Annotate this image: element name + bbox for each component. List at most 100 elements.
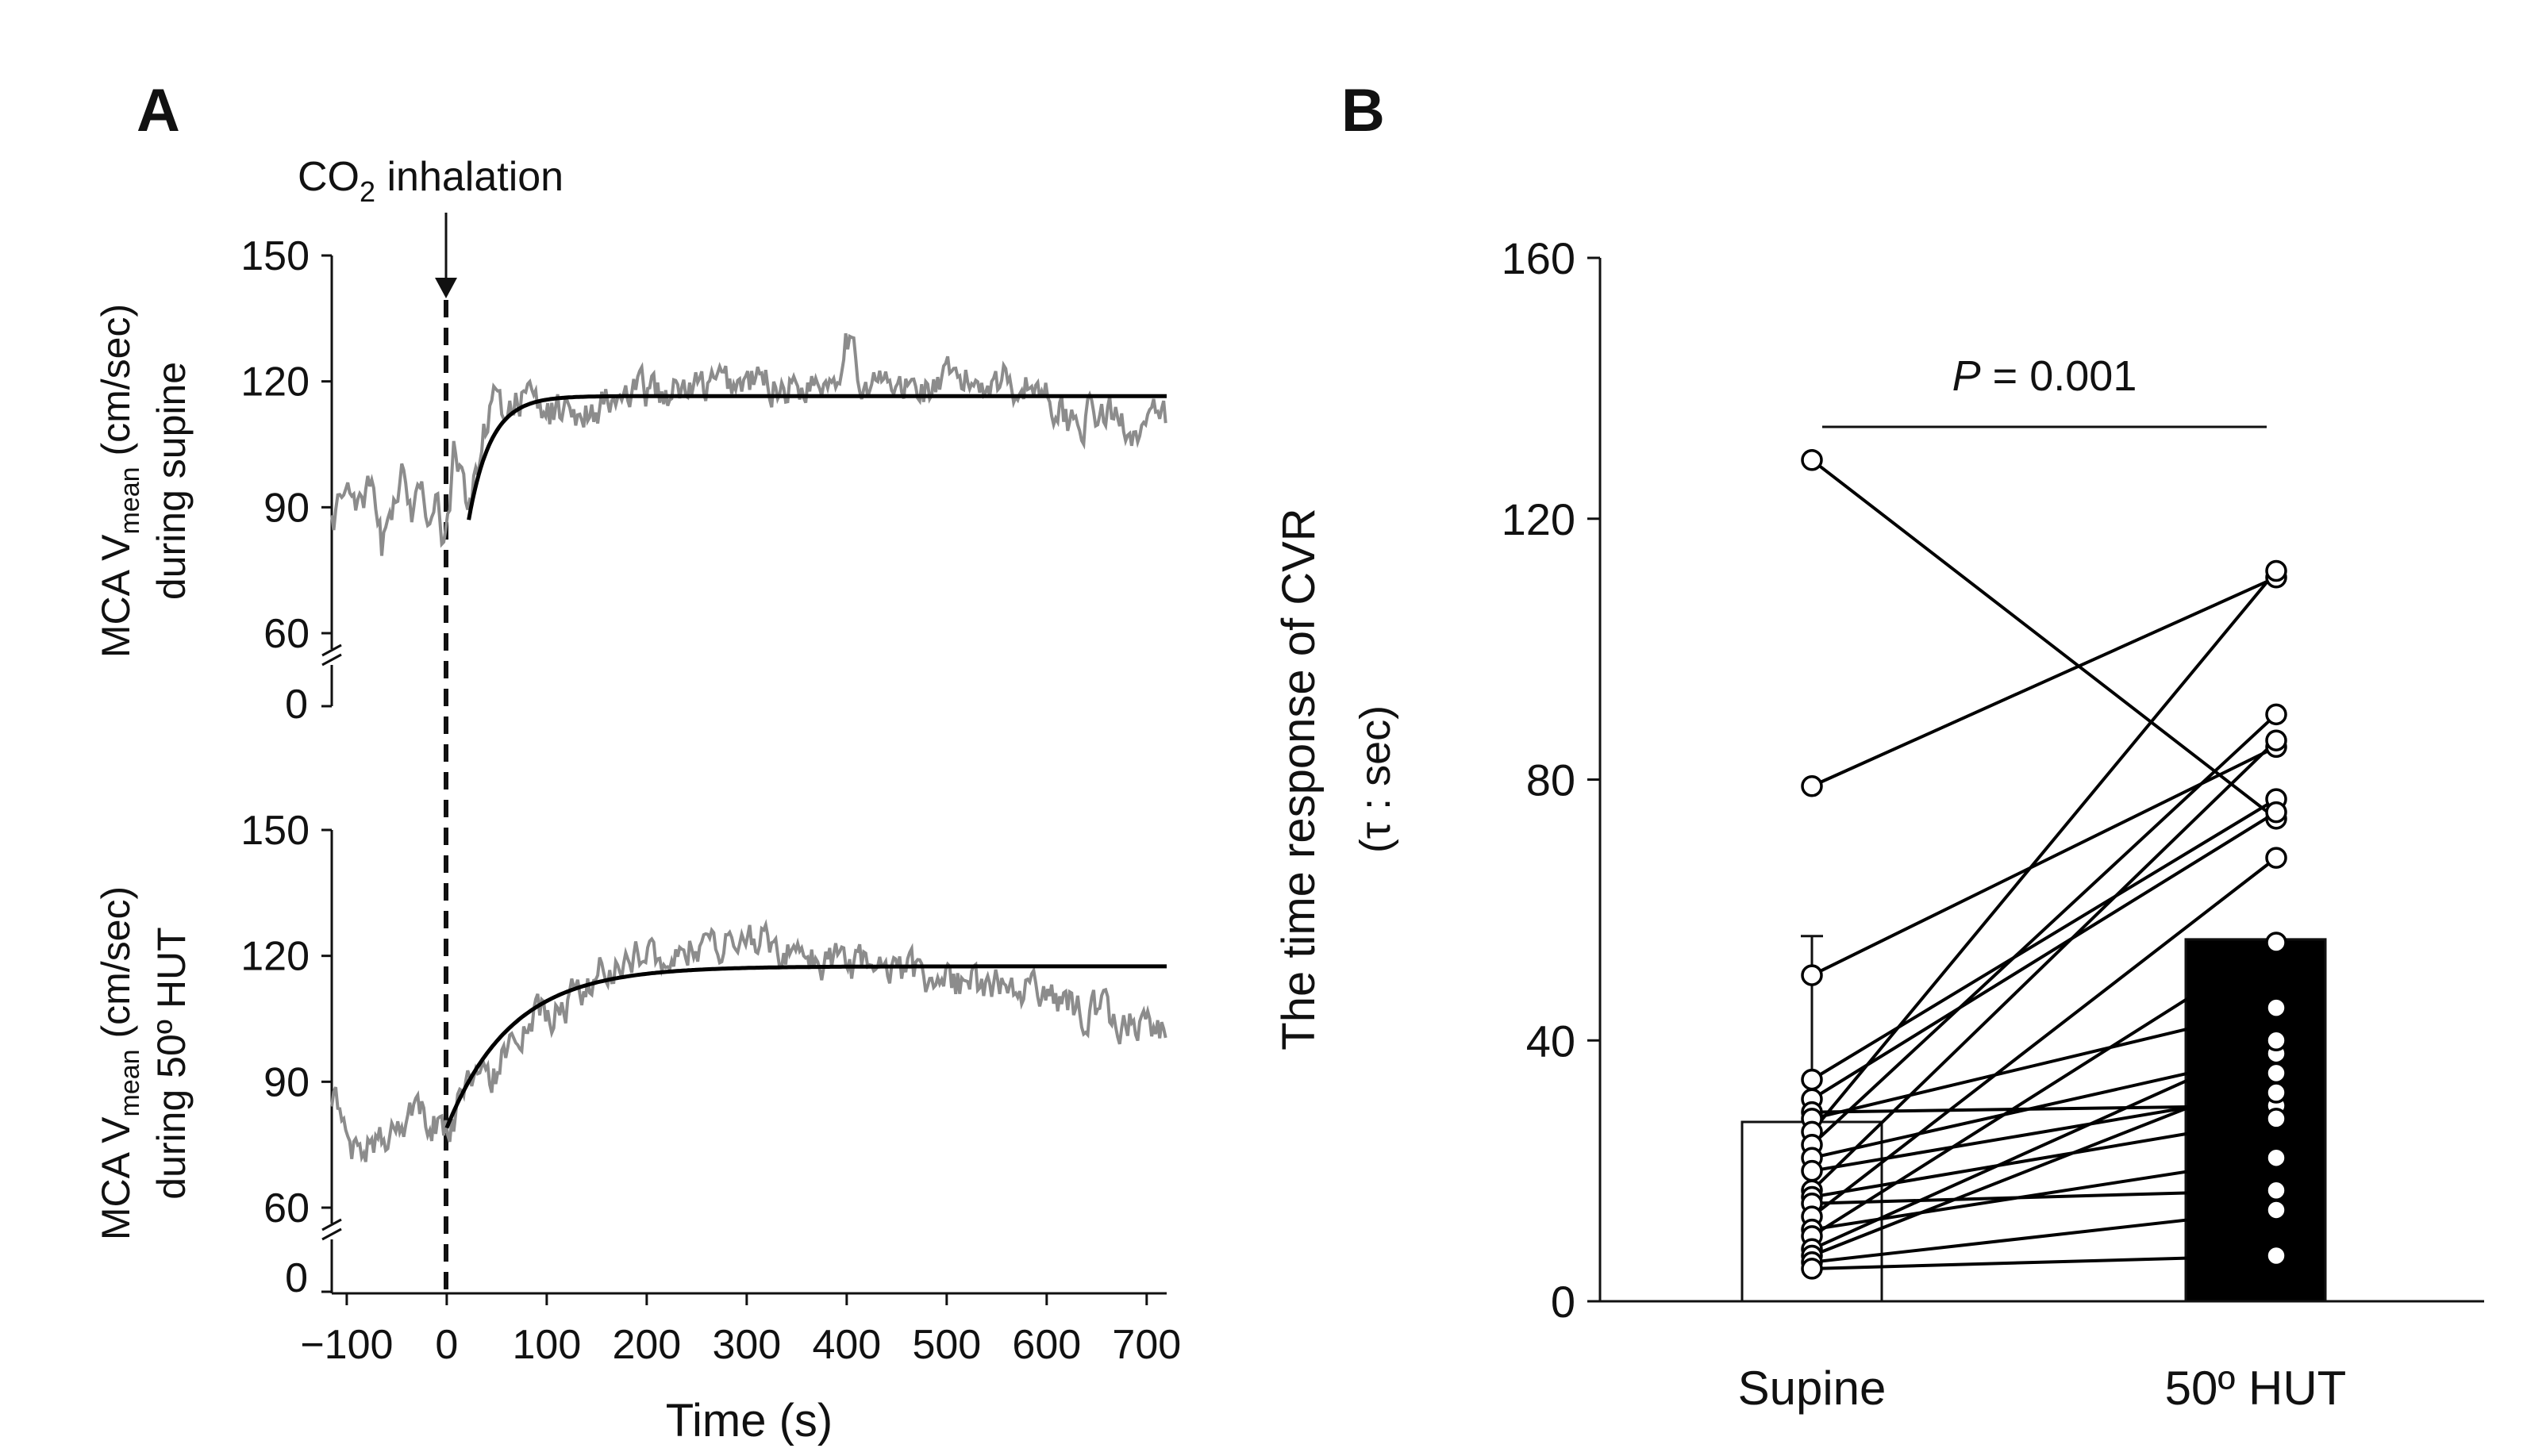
paired-line bbox=[1811, 1039, 2277, 1251]
supine-y-break-label: 0 bbox=[285, 682, 308, 728]
hut-point bbox=[2265, 932, 2287, 954]
hut-point bbox=[2265, 997, 2287, 1019]
x-tick-label: 400 bbox=[812, 1322, 881, 1368]
supine-ylabel-line2: during supine bbox=[149, 362, 194, 600]
supine-raw-trace bbox=[330, 332, 1167, 556]
paired-line bbox=[1810, 713, 2278, 1147]
x-tick-label: 100 bbox=[512, 1322, 581, 1368]
panel-b-paired-lines bbox=[1810, 459, 2278, 1270]
tilt-axis-break bbox=[321, 1218, 342, 1241]
hut-point bbox=[2265, 703, 2287, 726]
hut-point bbox=[2265, 847, 2287, 869]
significance-value: = 0.001 bbox=[1981, 352, 2137, 400]
subplot-tilt: 60 90 120 150 0 MCA Vmean (cm/sec) during 5… bbox=[94, 808, 1167, 1301]
co2-annotation: CO2 inhalation bbox=[298, 154, 563, 208]
panel-a-label: A bbox=[137, 77, 180, 144]
paired-line bbox=[1810, 459, 2278, 820]
supine-point bbox=[1801, 449, 1823, 471]
y-tick-label: 80 bbox=[1526, 755, 1575, 805]
hut-point bbox=[2265, 1179, 2287, 1202]
tilt-y-ticks: 60 90 120 150 bbox=[240, 808, 332, 1293]
tilt-ylabel-main: MCA V bbox=[94, 1116, 138, 1240]
x-tick-label: 0 bbox=[435, 1322, 458, 1368]
supine-ylabel-main: MCA V bbox=[94, 534, 138, 658]
tilt-ylabel-line2: during 50º HUT bbox=[149, 927, 194, 1199]
paired-line bbox=[1810, 570, 2278, 1133]
supine-ylabel-rest: (cm/sec) bbox=[94, 304, 138, 467]
x-tick-label: 600 bbox=[1012, 1322, 1081, 1368]
co2-annotation-rest: inhalation bbox=[375, 154, 563, 200]
panel-b-bars bbox=[1740, 935, 2327, 1303]
x-tick-label: 300 bbox=[712, 1322, 781, 1368]
paired-line bbox=[1811, 1006, 2277, 1120]
paired-line bbox=[1811, 1116, 2277, 1199]
co2-annotation-main: CO bbox=[298, 154, 360, 200]
hut-point bbox=[2265, 801, 2287, 824]
panel-b: 0 40 80 120 160 The time response of CVR (τ … bbox=[1273, 233, 2484, 1415]
supine-fit-curve bbox=[467, 394, 1167, 521]
y-tick-label: 160 bbox=[1502, 233, 1575, 283]
panel-b-y-ticks: 0 40 80 120 160 bbox=[1502, 233, 1600, 1327]
supine-point bbox=[1801, 1159, 1823, 1182]
co2-annotation-sub: 2 bbox=[360, 175, 375, 208]
category-label: Supine bbox=[1738, 1362, 1887, 1415]
hut-point bbox=[2265, 1029, 2287, 1051]
hut-point bbox=[2265, 1147, 2287, 1169]
significance-p: P bbox=[1952, 352, 1981, 400]
y-tick-label: 150 bbox=[240, 233, 310, 279]
panel-a-x-ticks: −100 0 100 200 300 400 500 600 700 bbox=[300, 1293, 1181, 1368]
x-tick-label: 700 bbox=[1112, 1322, 1181, 1368]
hut-point bbox=[2265, 559, 2287, 582]
co2-arrow-head-icon bbox=[435, 278, 457, 298]
y-tick-label: 60 bbox=[263, 611, 310, 657]
hut-point bbox=[2265, 1081, 2287, 1104]
y-tick-label: 120 bbox=[1502, 494, 1575, 544]
x-tick-label: 200 bbox=[612, 1322, 681, 1368]
panel-a-xlabel: Time (s) bbox=[666, 1395, 833, 1446]
panel-b-points bbox=[1801, 449, 2287, 1280]
paired-line bbox=[1811, 1156, 2277, 1231]
subplot-supine: 60 90 120 150 0 MCA Vmean (cm/sec) during s… bbox=[94, 233, 1167, 728]
y-tick-label: 90 bbox=[263, 485, 310, 531]
hut-point bbox=[2265, 1108, 2287, 1130]
paired-line bbox=[1811, 1071, 2277, 1258]
x-tick-label: 500 bbox=[912, 1322, 981, 1368]
y-tick-label: 60 bbox=[263, 1185, 310, 1231]
hut-point bbox=[2265, 1199, 2287, 1221]
tilt-ylabel-line1: MCA Vmean (cm/sec) bbox=[94, 886, 145, 1240]
paired-line bbox=[1811, 575, 2277, 788]
paired-line bbox=[1810, 856, 2278, 1218]
tilt-fit-curve bbox=[444, 964, 1167, 1129]
y-tick-label: 150 bbox=[240, 808, 310, 854]
paired-line bbox=[1810, 941, 2278, 1238]
y-tick-label: 90 bbox=[263, 1059, 310, 1105]
panel-b-label: B bbox=[1341, 77, 1385, 144]
panel-b-categories: Supine 50º HUT bbox=[1738, 1362, 2347, 1415]
panel-b-ylabel-line1: The time response of CVR bbox=[1273, 508, 1325, 1050]
y-tick-label: 120 bbox=[240, 359, 310, 405]
y-tick-label: 120 bbox=[240, 934, 310, 980]
supine-point bbox=[1801, 774, 1823, 797]
tilt-y-break-label: 0 bbox=[285, 1255, 308, 1301]
supine-ylabel-sub: mean bbox=[115, 467, 145, 534]
paired-line bbox=[1810, 810, 2278, 1101]
supine-y-ticks: 60 90 120 150 bbox=[240, 233, 332, 708]
supine-point bbox=[1801, 1258, 1823, 1280]
paired-line bbox=[1810, 797, 2278, 1081]
supine-point bbox=[1801, 1068, 1823, 1091]
hut-point bbox=[2265, 1244, 2287, 1267]
panel-b-ylabel-line2: (τ : sec) bbox=[1352, 705, 1399, 853]
category-label: 50º HUT bbox=[2165, 1362, 2347, 1415]
supine-point bbox=[1801, 964, 1823, 986]
significance-label: P = 0.001 bbox=[1952, 352, 2137, 400]
paired-line bbox=[1811, 1208, 2277, 1264]
supine-ylabel-line1: MCA Vmean (cm/sec) bbox=[94, 304, 145, 658]
y-tick-label: 0 bbox=[1551, 1277, 1575, 1327]
x-tick-label: −100 bbox=[300, 1322, 393, 1368]
tilt-ylabel-rest: (cm/sec) bbox=[94, 886, 138, 1050]
paired-line bbox=[1811, 1051, 2277, 1160]
tilt-ylabel-sub: mean bbox=[115, 1049, 145, 1116]
paired-line bbox=[1811, 1254, 2277, 1270]
